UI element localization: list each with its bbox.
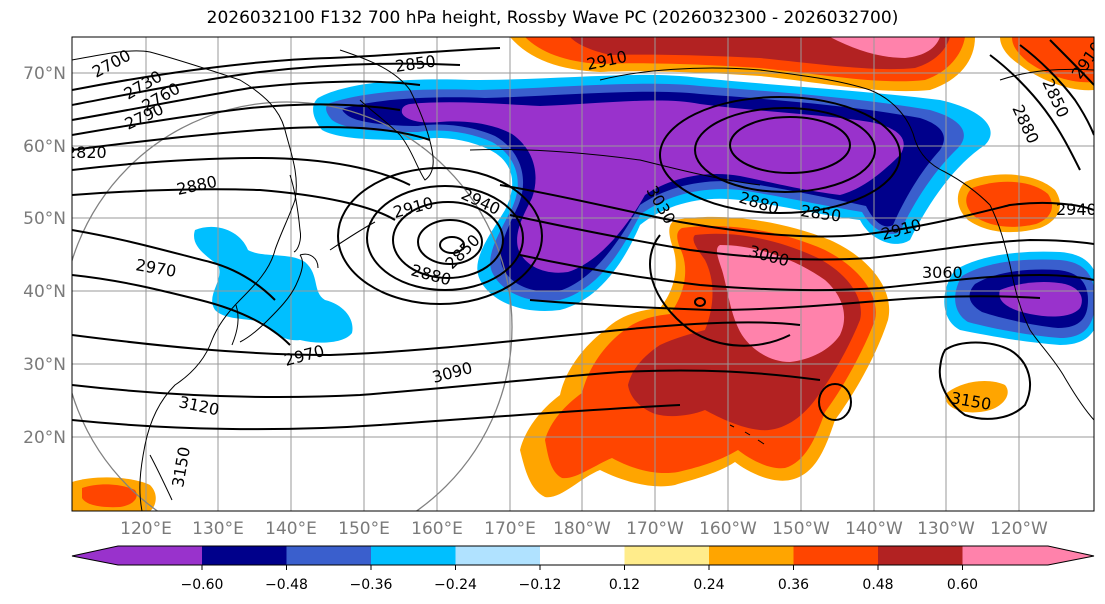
lat-label-20n: 20°N <box>23 428 66 448</box>
colorbar-label: −0.12 <box>519 577 562 593</box>
colorbar-segment <box>624 546 709 565</box>
map-title: 2026032100 F132 700 hPa height, Rossby W… <box>206 8 899 28</box>
colorbar-segment <box>793 546 878 565</box>
colorbar-segment <box>455 546 540 565</box>
lat-label-60n: 60°N <box>23 137 66 157</box>
lat-label-30n: 30°N <box>23 355 66 375</box>
colorbar-segment <box>962 546 1094 565</box>
colorbar-label: 0.48 <box>862 577 893 593</box>
gridlines <box>72 37 1094 511</box>
colorbar-segment <box>286 546 371 565</box>
colorbar-label: 0.12 <box>609 577 640 593</box>
map-border <box>71 36 1095 512</box>
positive-anomaly-baja <box>945 380 1008 413</box>
lon-label: 170°W <box>626 519 684 539</box>
colorbar-outline <box>71 545 1095 566</box>
colorbar-segment <box>202 546 287 565</box>
negative-anomaly-east <box>944 251 1094 345</box>
colorbar-segment <box>540 546 625 565</box>
longitude-labels: 120°E 130°E 140°E 150°E 160°E 170°E 180°… <box>120 519 1048 539</box>
lat-label-50n: 50°N <box>23 209 66 229</box>
negative-anomaly-japan <box>194 226 353 343</box>
colorbar-label: −0.48 <box>265 577 308 593</box>
map-content: 2700 2730 2760 2790 2820 2850 2880 2910 … <box>66 37 1097 511</box>
lon-label: 140°E <box>265 519 317 539</box>
colorbar-label: −0.36 <box>350 577 393 593</box>
lat-label-70n: 70°N <box>23 64 66 84</box>
lon-label: 120°E <box>120 519 172 539</box>
positive-anomaly-north <box>510 37 1094 92</box>
lon-label: 140°W <box>845 519 903 539</box>
lon-label: 120°W <box>990 519 1048 539</box>
colorbar-segment <box>878 546 963 565</box>
height-contours <box>72 39 1094 431</box>
colorbar-segment <box>72 546 202 565</box>
lon-label: 130°E <box>192 519 244 539</box>
colorbar-label: −0.24 <box>434 577 477 593</box>
colorbar-label: −0.60 <box>181 577 224 593</box>
contour-label: 2820 <box>66 143 107 162</box>
lat-label-40n: 40°N <box>23 282 66 302</box>
positive-anomaly-southwest <box>72 477 156 511</box>
colorbar-ticks <box>201 565 963 570</box>
lon-label: 150°E <box>338 519 390 539</box>
range-circle <box>72 101 513 511</box>
colorbar-segment <box>709 546 794 565</box>
contour-label: 3060 <box>922 263 963 282</box>
colorbar: −0.60 −0.48 −0.36 −0.24 −0.12 0.12 0.24 … <box>71 545 1095 593</box>
contour-label: 2940 <box>1056 200 1097 219</box>
lon-label: 160°E <box>411 519 463 539</box>
colorbar-label: 0.36 <box>778 577 809 593</box>
colorbar-label: 0.24 <box>693 577 724 593</box>
lon-label: 150°W <box>772 519 830 539</box>
negative-anomaly-north <box>313 74 991 311</box>
lon-label: 180°W <box>553 519 611 539</box>
lon-label: 160°W <box>699 519 757 539</box>
latitude-labels: 70°N 60°N 50°N 40°N 30°N 20°N <box>23 64 66 448</box>
colorbar-label: 0.60 <box>947 577 978 593</box>
colorbar-segment <box>371 546 456 565</box>
lon-label: 130°W <box>917 519 975 539</box>
lon-label: 170°E <box>484 519 536 539</box>
